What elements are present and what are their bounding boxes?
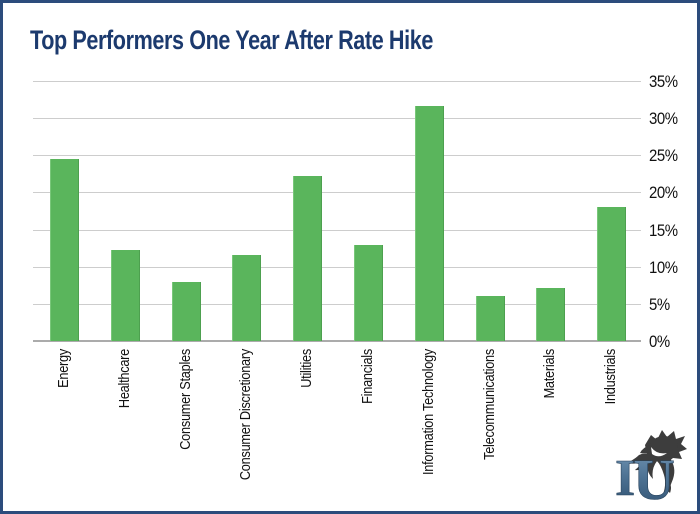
- bar-consumer-discretionary: [232, 254, 262, 341]
- y-tick-label-35-: 35%: [649, 72, 678, 91]
- y-tick-label-15-: 15%: [649, 220, 678, 240]
- x-tick-label-information-technology: Information Technology: [419, 349, 437, 475]
- logo-letter-i: I: [615, 450, 635, 507]
- bar-materials: [536, 288, 566, 341]
- bar-industrials: [597, 207, 627, 341]
- y-tick-label-30-: 30%: [649, 109, 678, 129]
- y-tick-label-25-: 25%: [649, 146, 678, 166]
- bar-consumer-staples: [171, 281, 201, 341]
- x-tick-label-financials: Financials: [358, 349, 376, 404]
- plot-area: 0% 5% 10% 15% 20% 25% 30% 35% Energy Healthcare Co…: [3, 3, 697, 511]
- bar-healthcare: [110, 250, 140, 341]
- y-tick-label-5-: 5%: [649, 294, 670, 314]
- logo-letter-u: U: [633, 447, 675, 509]
- x-tick-label-materials: Materials: [541, 349, 559, 399]
- y-tick-label-10-: 10%: [649, 257, 678, 277]
- gridline-5: [33, 303, 641, 305]
- y-tick-label-0-: 0%: [649, 332, 670, 351]
- bar-information-technology: [414, 106, 444, 341]
- x-axis-line: [33, 340, 641, 342]
- gridline-15: [33, 229, 641, 231]
- gridline-30: [33, 118, 641, 120]
- x-tick-label-consumer-staples: Consumer Staples: [176, 349, 194, 450]
- x-tick-label-energy: Energy: [54, 349, 72, 388]
- x-tick-label-healthcare: Healthcare: [115, 349, 133, 409]
- x-tick-label-telecommunications: Telecommunications: [480, 349, 498, 460]
- gridline-10: [33, 266, 641, 268]
- bar-utilities: [293, 176, 323, 341]
- chart-title: Top Performers One Year After Rate Hike: [30, 25, 433, 55]
- lion-mouth: [651, 447, 667, 457]
- gridline-20: [33, 192, 641, 194]
- gridline-25: [33, 155, 641, 157]
- x-tick-label-utilities: Utilities: [298, 349, 316, 388]
- x-tick-label-consumer-discretionary: Consumer Discretionary: [237, 349, 255, 481]
- iu-lion-logo: I U: [615, 430, 687, 509]
- bar-financials: [353, 245, 383, 341]
- bar-telecommunications: [475, 296, 505, 341]
- bar-energy: [49, 159, 79, 341]
- y-tick-label-20-: 20%: [649, 183, 678, 203]
- gridline-35: [33, 81, 641, 82]
